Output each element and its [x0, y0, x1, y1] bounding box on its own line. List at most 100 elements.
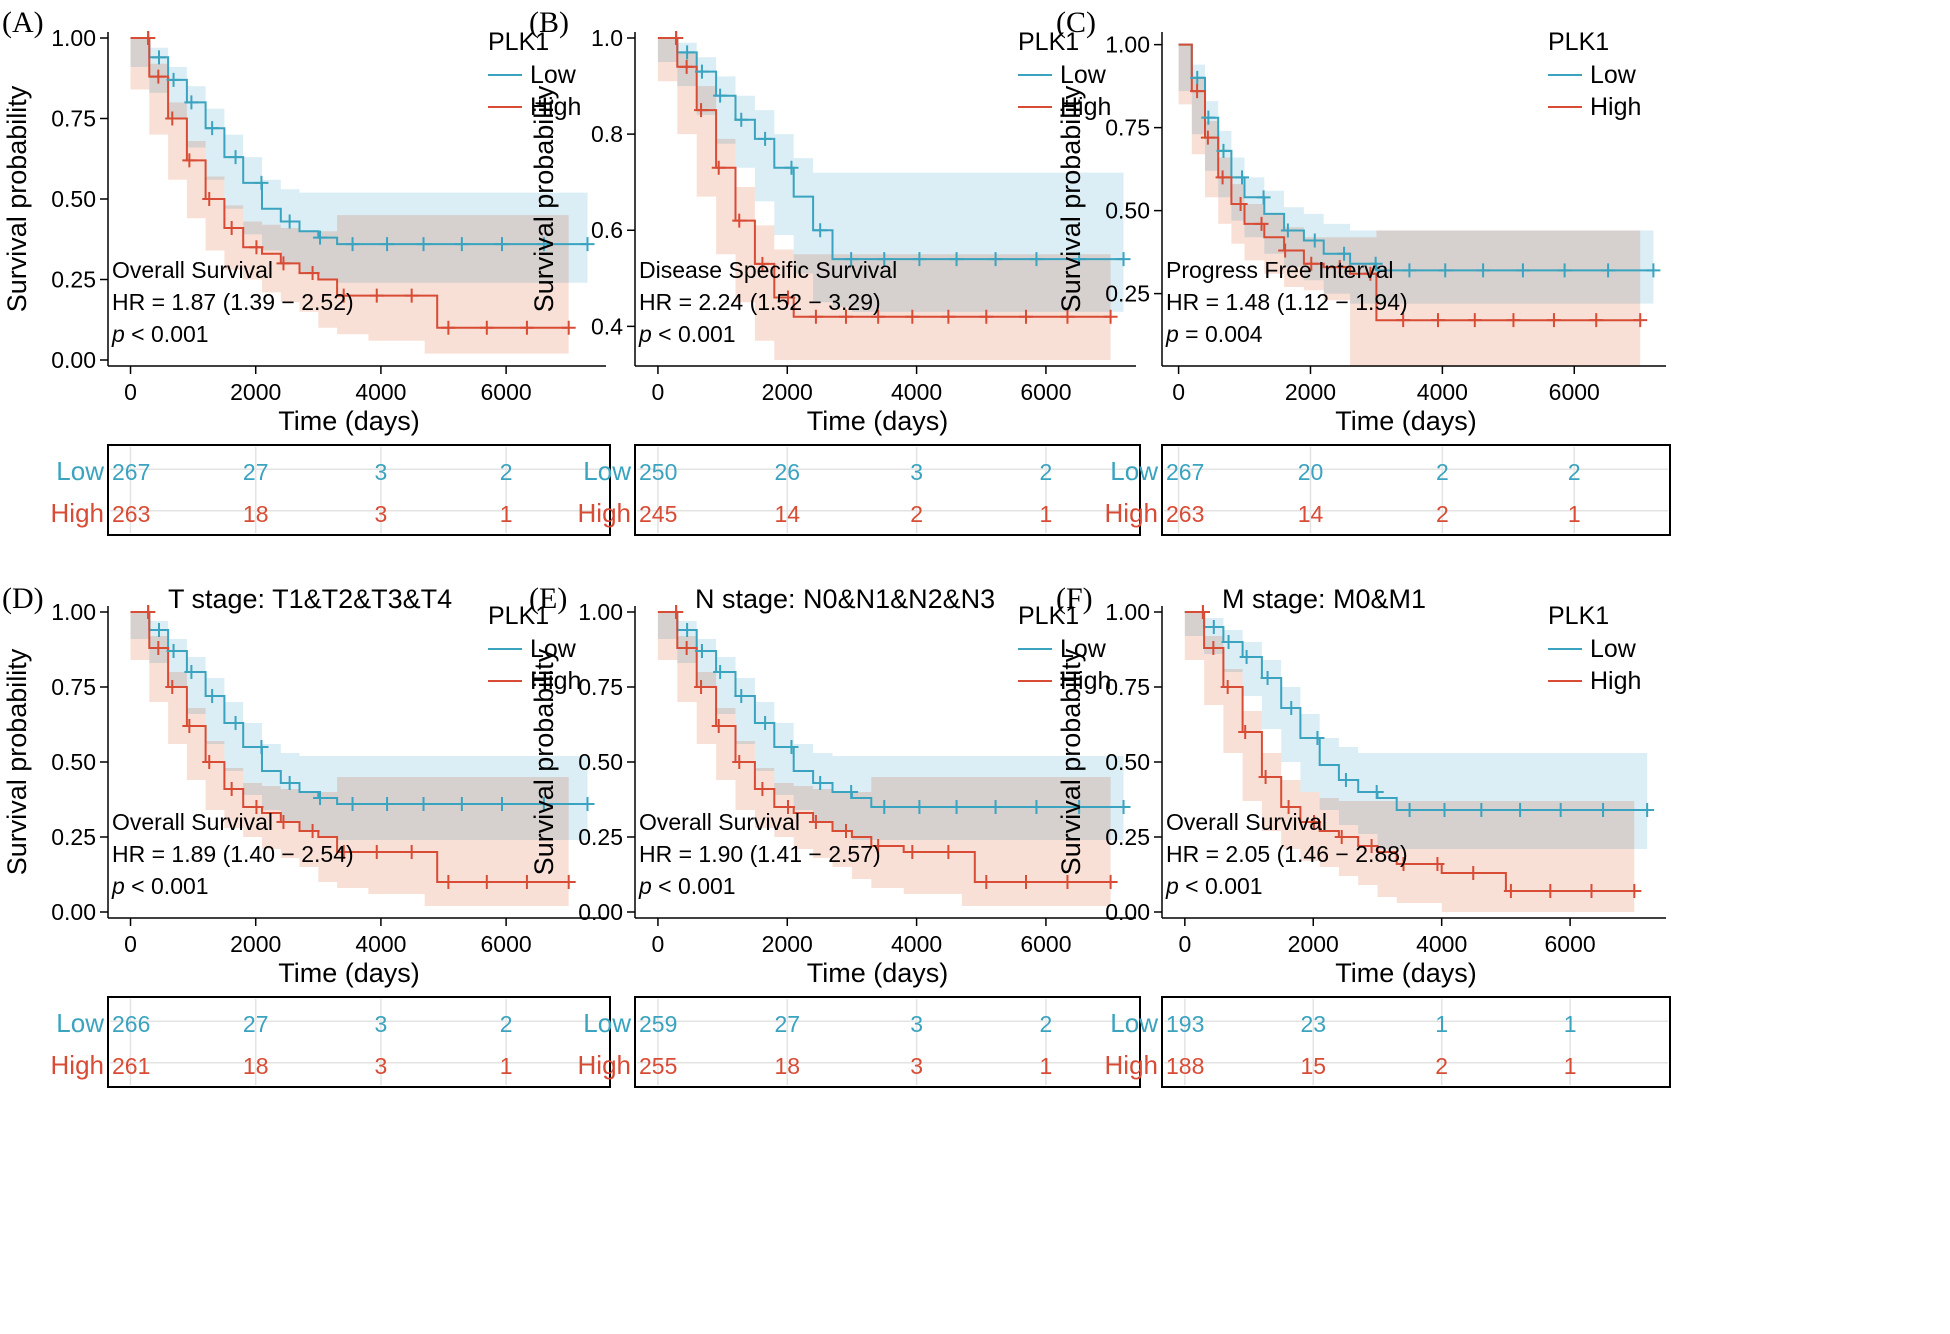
- censor-mark-low: [1310, 731, 1325, 745]
- risk-count: 1: [1564, 1011, 1577, 1037]
- annotation-hr: HR = 2.24 (1.52 − 3.29): [639, 289, 881, 315]
- censor-mark-high: [561, 320, 576, 335]
- censor-mark-high: [1254, 216, 1269, 231]
- y-tick-label: 0.50: [1105, 198, 1150, 224]
- risk-table-frame: [107, 444, 611, 536]
- legend-label-low: Low: [1590, 635, 1637, 663]
- censor-mark-high: [941, 845, 956, 859]
- censor-mark-low: [580, 237, 595, 252]
- p-symbol: p: [638, 873, 652, 899]
- censor-mark-low: [713, 88, 728, 103]
- censor-mark-low: [345, 797, 360, 811]
- censor-mark-low: [1337, 246, 1352, 261]
- censor-mark-high: [1431, 313, 1446, 328]
- risk-count: 2: [1436, 459, 1449, 485]
- risk-count: 27: [243, 459, 269, 485]
- censor-mark-high: [182, 153, 197, 168]
- censor-mark-low: [912, 252, 927, 267]
- censor-mark-low: [166, 644, 181, 658]
- censor-mark-low: [205, 121, 220, 136]
- legend-title: PLK1: [1548, 28, 1609, 56]
- risk-count: 14: [774, 501, 800, 527]
- censor-mark-low: [949, 252, 964, 267]
- y-tick-label: 1.00: [51, 25, 96, 51]
- censor-mark-high: [755, 256, 770, 271]
- x-axis-title: Time (days): [278, 406, 420, 436]
- y-tick-label: 0.75: [1105, 674, 1150, 700]
- censor-mark-low: [1369, 785, 1384, 799]
- risk-count: 1: [500, 1053, 513, 1079]
- censor-mark-high: [141, 605, 156, 619]
- panel-label: (E): [529, 582, 567, 615]
- censor-mark-low: [313, 230, 328, 245]
- censor-mark-high: [1627, 884, 1642, 898]
- censor-mark-high: [1278, 243, 1293, 258]
- censor-mark-low: [254, 175, 269, 190]
- censor-mark-high: [1430, 857, 1445, 871]
- censor-mark-high: [404, 845, 419, 859]
- legend-label-high: High: [530, 93, 581, 121]
- censor-mark-low: [1338, 773, 1353, 787]
- censor-mark-high: [369, 845, 384, 859]
- x-tick-label: 0: [124, 931, 137, 957]
- censor-mark-low: [1201, 110, 1216, 125]
- censor-mark-high: [1396, 313, 1411, 328]
- y-tick-label: 0.00: [51, 347, 96, 373]
- censor-mark-low: [1116, 252, 1131, 267]
- ci-band-high: [657, 612, 1111, 906]
- risk-count: 1: [1040, 1053, 1053, 1079]
- annotation-endpoint: Overall Survival: [112, 257, 273, 283]
- censor-mark-high: [808, 815, 823, 829]
- censor-mark-low: [536, 237, 551, 252]
- risk-count: 193: [1166, 1011, 1204, 1037]
- risk-count: 2: [500, 1011, 513, 1037]
- risk-table-frame: [1161, 996, 1671, 1088]
- annotation-endpoint: Overall Survival: [1166, 809, 1327, 835]
- censor-mark-high: [1060, 875, 1075, 889]
- censor-mark-high: [479, 875, 494, 889]
- risk-row-label-low: Low: [1110, 1008, 1158, 1038]
- censor-mark-low: [1601, 263, 1616, 278]
- y-tick-label: 0.25: [51, 824, 96, 850]
- panel-label: (B): [529, 6, 569, 39]
- censor-mark-low: [282, 214, 297, 229]
- risk-table-frame: [634, 996, 1141, 1088]
- censor-mark-high: [1220, 680, 1235, 694]
- p-value-text: < 0.001: [1179, 873, 1263, 899]
- censor-mark-low: [1216, 143, 1231, 158]
- censor-mark-low: [813, 776, 828, 790]
- censor-mark-low: [1474, 803, 1489, 817]
- censor-mark-low: [454, 237, 469, 252]
- censor-mark-low: [988, 252, 1003, 267]
- censor-mark-high: [479, 320, 494, 335]
- risk-count: 1: [1564, 1053, 1577, 1079]
- censor-mark-low: [494, 797, 509, 811]
- x-tick-label: 2000: [762, 931, 813, 957]
- censor-mark-low: [228, 716, 243, 730]
- legend-label-low: Low: [1060, 61, 1107, 89]
- x-tick-label: 6000: [1549, 379, 1600, 405]
- censor-mark-high: [1363, 266, 1378, 281]
- y-axis-title: Survival probability: [1056, 648, 1086, 875]
- censor-mark-low: [1513, 803, 1528, 817]
- x-tick-label: 4000: [1416, 931, 1467, 957]
- risk-count: 261: [112, 1053, 150, 1079]
- panel-label: (D): [2, 582, 44, 615]
- censor-mark-high: [1060, 309, 1075, 324]
- x-tick-label: 4000: [355, 931, 406, 957]
- risk-count: 2: [1435, 1053, 1448, 1079]
- censor-mark-high: [669, 31, 684, 45]
- censor-mark-high: [182, 719, 197, 733]
- censor-mark-low: [1402, 263, 1417, 278]
- p-symbol: p: [1165, 321, 1179, 347]
- risk-count: 18: [774, 1053, 800, 1079]
- risk-row-label-high: High: [51, 1050, 104, 1080]
- risk-count: 266: [112, 1011, 150, 1037]
- risk-count: 3: [375, 1053, 388, 1079]
- x-tick-label: 0: [1178, 931, 1191, 957]
- censor-mark-low: [1221, 635, 1236, 649]
- y-tick-label: 0.25: [578, 824, 623, 850]
- y-tick-label: 0.75: [51, 674, 96, 700]
- panel-title: T stage: T1&T2&T3&T4: [168, 584, 452, 614]
- censor-mark-low: [1596, 803, 1611, 817]
